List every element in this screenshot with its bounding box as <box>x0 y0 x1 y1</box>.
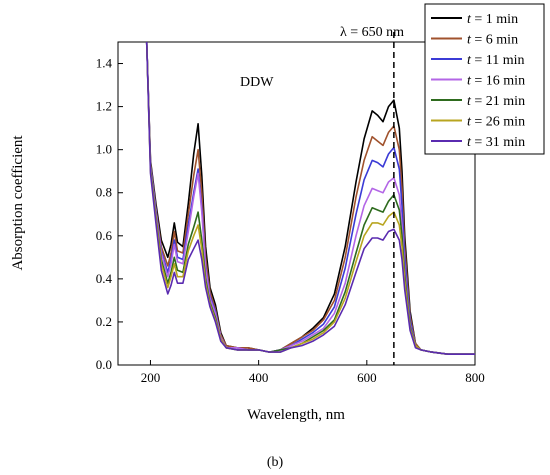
y-tick-label: 0.0 <box>96 357 112 372</box>
y-axis-title: Absorption coefficient <box>10 135 26 271</box>
x-tick-label: 800 <box>465 370 485 385</box>
y-tick-label: 1.4 <box>96 56 113 71</box>
legend-entry-6: t = 26 min <box>467 115 525 130</box>
x-tick-label: 400 <box>249 370 269 385</box>
y-tick-label: 0.6 <box>96 228 113 243</box>
panel-label: (b) <box>267 455 284 470</box>
x-tick-label: 600 <box>357 370 377 385</box>
x-axis-title: Wavelength, nm <box>247 407 345 423</box>
x-axis: 200 400 600 800 <box>141 360 485 385</box>
legend-entry-4: t = 16 min <box>467 74 525 89</box>
y-tick-label: 1.0 <box>96 142 112 157</box>
legend-entry-5: t = 21 min <box>467 94 525 109</box>
y-tick-label: 1.2 <box>96 99 112 114</box>
plot-area: DDW λ = 650 nm <box>117 25 476 366</box>
legend-entry-2: t = 6 min <box>467 33 518 48</box>
series-line-7 <box>145 41 475 356</box>
y-tick-label: 0.4 <box>96 271 113 286</box>
legend-entry-7: t = 31 min <box>467 135 525 150</box>
y-axis: 0.0 0.2 0.4 0.6 0.8 1.0 1.2 1.4 <box>96 56 123 372</box>
legend-entry-3: t = 11 min <box>467 53 525 68</box>
y-tick-label: 0.2 <box>96 314 112 329</box>
y-tick-label: 0.8 <box>96 185 112 200</box>
lambda-label: λ = 650 nm <box>340 25 404 40</box>
plot-frame <box>117 41 476 366</box>
x-tick-label: 200 <box>141 370 161 385</box>
sample-label: DDW <box>240 75 274 90</box>
legend: t = 1 min t = 6 min t = 11 min t = 16 min t … <box>424 3 545 155</box>
series-layer <box>145 41 475 356</box>
legend-entry-1: t = 1 min <box>467 12 518 27</box>
